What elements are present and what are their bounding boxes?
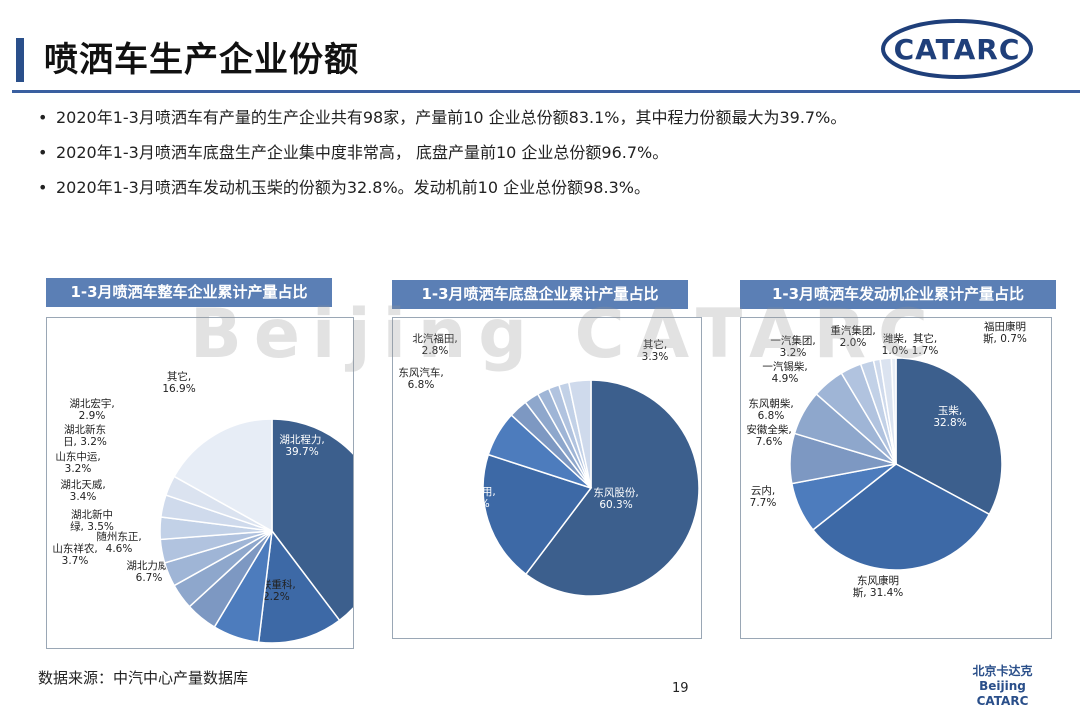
slice-label: 湖北宏宇, 2.9%: [69, 397, 114, 422]
slice-label: 潍柴, 1.0%: [882, 332, 909, 357]
pie-slice: [482, 453, 593, 576]
footer-logo-en: Beijing CATARC: [976, 679, 1029, 708]
pie-slice: [895, 357, 1003, 516]
slice-label: 重汽集团, 2.0%: [830, 324, 875, 349]
pie-slice: [811, 463, 991, 571]
slice-label: 东风股份, 60.3%: [593, 486, 638, 511]
slice-label: 其它, 3.3%: [642, 338, 669, 363]
chart-3-title: 1-3月喷洒车发动机企业累计产量占比: [740, 280, 1056, 309]
slice-label: 其它, 1.7%: [912, 332, 939, 357]
slice-label: 山东祥农, 3.7%: [52, 542, 97, 567]
pie-slice: [890, 357, 897, 465]
slice-label: 其它, 16.9%: [162, 370, 195, 395]
footer-logo-cn: 北京卡达克: [972, 664, 1033, 678]
slice-label: 湖北天威, 3.4%: [60, 478, 105, 503]
logo-text: CATARC: [894, 33, 1021, 66]
chart-2-title: 1-3月喷洒车底盘企业累计产量占比: [392, 280, 688, 309]
pie-slice: [173, 418, 273, 533]
pie-slice: [271, 418, 353, 622]
slice-label: 湖北力威, 6.7%: [126, 559, 171, 584]
bullet-item: 2020年1-3月喷洒车底盘生产企业集中度非常高， 底盘产量前10 企业总份额9…: [38, 143, 846, 163]
slice-label: 云内, 7.7%: [750, 484, 777, 509]
slice-label: 随州东正, 4.6%: [96, 530, 141, 555]
slice-label: 东风朝柴, 6.8%: [748, 397, 793, 422]
pie-slice: [524, 379, 700, 597]
bullet-list: 2020年1-3月喷洒车有产量的生产企业共有98家，产量前10 企业总份额83.…: [38, 108, 846, 213]
chart-3-box: 玉柴, 32.8% 东风康明斯, 31.4% 云内, 7.7% 安徽全柴, 7.6% 东风朝柴…: [740, 317, 1052, 639]
title-accent-bar: [16, 38, 24, 82]
slice-label: 山东中运, 3.2%: [55, 450, 100, 475]
pie-slice: [257, 529, 341, 644]
slice-label: 湖北新中绿, 3.5%: [70, 508, 114, 533]
page-number: 19: [672, 681, 689, 696]
bullet-item: 2020年1-3月喷洒车有产量的生产企业共有98家，产量前10 企业总份额83.…: [38, 108, 846, 128]
slice-label: 湖北程力, 39.7%: [279, 433, 324, 458]
slice-label: 一汽锡柴, 4.9%: [762, 360, 807, 385]
catarc-logo: CATARC: [881, 19, 1033, 79]
chart-2-box: 东风股份, 60.3% 东风商用, 19.7% 东风汽车, 6.8% 北汽福田, 2.8% 其它…: [392, 317, 702, 639]
slice-label: 东风汽车, 6.8%: [398, 366, 443, 391]
slice-label: 湖北新东日, 3.2%: [63, 423, 107, 448]
chart-3-pie: 玉柴, 32.8% 东风康明斯, 31.4% 云内, 7.7% 安徽全柴, 7.6%东风朝柴…: [746, 320, 1027, 599]
slice-label: 一汽集团, 3.2%: [770, 334, 815, 359]
chart-1-box: 湖北程力, 39.7% 中联重科, 12.2% 湖北力威, 6.7% 随州东正, 4.6% 山东…: [46, 317, 354, 649]
slice-label: 福田康明斯, 0.7%: [983, 320, 1027, 345]
slice-label: 玉柴, 32.8%: [933, 404, 966, 429]
data-source: 数据来源：中汽中心产量数据库: [38, 669, 249, 687]
header-divider: [12, 90, 1080, 93]
chart-1-pie: 湖北程力, 39.7%中联重科, 12.2%湖北力威, 6.7%随州东正, 4.6%山东…: [52, 370, 353, 644]
slice-label: 东风康明斯, 31.4%: [853, 574, 904, 599]
slice-label: 北汽福田, 2.8%: [412, 332, 457, 357]
pie-slice: [567, 379, 592, 489]
footer-logo: 北京卡达克 Beijing CATARC: [955, 664, 1050, 709]
slice-label: 安徽全柴, 7.6%: [746, 423, 791, 448]
slice-label: 东风商用, 19.7%: [450, 485, 495, 510]
bullet-item: 2020年1-3月喷洒车发动机玉柴的份额为32.8%。发动机前10 企业总份额9…: [38, 178, 846, 198]
chart-1-title: 1-3月喷洒车整车企业累计产量占比: [46, 278, 332, 307]
chart-2-pie: 东风股份, 60.3% 东风商用, 19.7% 东风汽车, 6.8% 北汽福田, 2.8% 其它…: [398, 332, 700, 597]
page-title: 喷洒车生产企业份额: [44, 40, 359, 80]
